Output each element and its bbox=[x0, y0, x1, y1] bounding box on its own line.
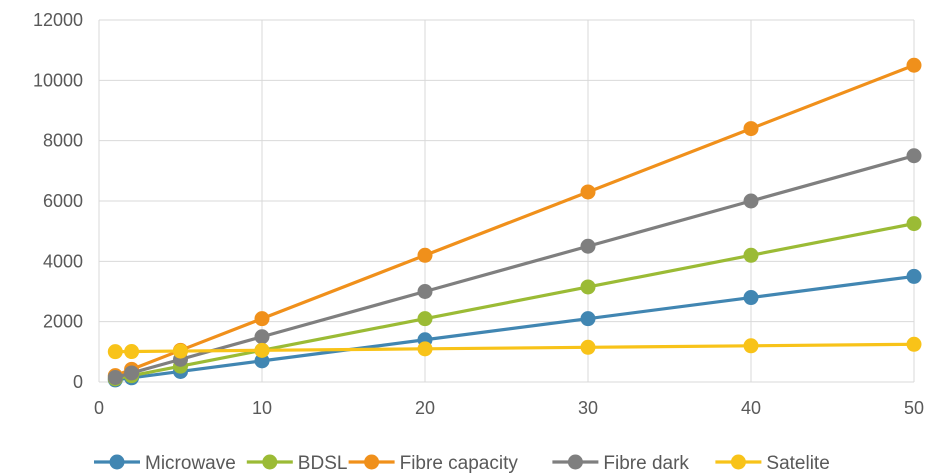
series-microwave bbox=[107, 268, 922, 388]
x-tick-label: 50 bbox=[904, 398, 924, 418]
x-tick-label: 20 bbox=[415, 398, 435, 418]
data-point bbox=[906, 148, 922, 164]
legend-marker bbox=[364, 454, 380, 470]
y-tick-label: 12000 bbox=[33, 10, 83, 30]
data-point bbox=[580, 238, 596, 254]
y-tick-label: 0 bbox=[73, 372, 83, 392]
data-point bbox=[743, 121, 759, 137]
data-point bbox=[124, 365, 140, 381]
legend: Microwave BDSL Fibre capacity Fibre dark Sat… bbox=[94, 453, 830, 474]
data-point bbox=[254, 311, 270, 327]
series-fibre-dark bbox=[107, 148, 922, 385]
legend-item-fibre-capacity: Fibre capacity bbox=[348, 453, 519, 474]
x-tick-label: 0 bbox=[94, 398, 104, 418]
data-point bbox=[906, 57, 922, 73]
series-layer bbox=[107, 57, 922, 388]
data-point bbox=[580, 184, 596, 200]
legend-marker bbox=[262, 454, 278, 470]
legend-marker bbox=[730, 454, 746, 470]
legend-label: Microwave bbox=[145, 453, 236, 474]
x-tick-label: 30 bbox=[578, 398, 598, 418]
series-bdsl bbox=[107, 216, 922, 387]
data-point bbox=[743, 290, 759, 306]
legend-item-fibre-dark: Fibre dark bbox=[552, 453, 689, 474]
legend-label: Fibre capacity bbox=[400, 453, 519, 474]
data-point bbox=[743, 193, 759, 209]
legend-label: BDSL bbox=[298, 453, 348, 474]
data-point bbox=[417, 311, 433, 327]
series-satelite bbox=[107, 336, 922, 360]
y-tick-label: 4000 bbox=[43, 251, 83, 271]
legend-label: Fibre dark bbox=[603, 453, 689, 474]
data-point bbox=[173, 343, 188, 359]
series-line bbox=[113, 63, 916, 378]
x-tick-label: 40 bbox=[741, 398, 761, 418]
data-point bbox=[417, 247, 433, 263]
grid-lines bbox=[98, 19, 915, 383]
data-point bbox=[906, 216, 922, 232]
data-point bbox=[743, 338, 759, 354]
series-line bbox=[113, 154, 916, 380]
series-line bbox=[113, 222, 916, 381]
y-tick-label: 6000 bbox=[43, 191, 83, 211]
data-point bbox=[124, 344, 140, 360]
data-point bbox=[906, 268, 922, 284]
y-tick-label: 10000 bbox=[33, 70, 83, 90]
y-tick-label: 8000 bbox=[43, 131, 83, 151]
data-point bbox=[107, 344, 123, 360]
legend-label: Satelite bbox=[766, 453, 829, 474]
legend-item-bdsl: BDSL bbox=[246, 453, 348, 474]
data-point bbox=[580, 279, 596, 295]
data-point bbox=[417, 341, 433, 357]
legend-marker bbox=[567, 454, 583, 470]
data-point bbox=[417, 284, 433, 299]
data-point bbox=[254, 353, 270, 369]
data-point bbox=[580, 339, 596, 355]
data-point bbox=[580, 311, 596, 327]
data-point bbox=[107, 369, 123, 385]
legend-item-satelite: Satelite bbox=[715, 453, 830, 474]
tick-labels: 0 2000 4000 6000 8000 10000 12000 0 10 20 30 40 50 bbox=[33, 10, 924, 418]
data-point bbox=[743, 247, 759, 263]
legend-marker bbox=[109, 454, 125, 470]
legend-item-microwave: Microwave bbox=[94, 453, 236, 474]
data-point bbox=[254, 329, 270, 345]
y-tick-label: 2000 bbox=[43, 312, 83, 332]
series-line bbox=[113, 342, 916, 354]
data-point bbox=[906, 336, 922, 352]
x-tick-label: 10 bbox=[252, 398, 272, 418]
series-fibre-capacity bbox=[107, 57, 922, 384]
data-point bbox=[254, 342, 270, 358]
